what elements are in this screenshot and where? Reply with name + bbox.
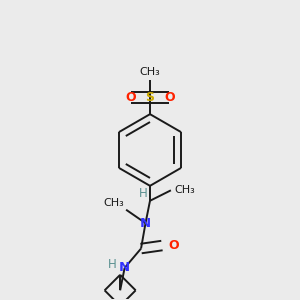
Text: N: N xyxy=(140,217,151,230)
Text: O: O xyxy=(168,239,178,252)
Text: O: O xyxy=(125,91,136,104)
Text: CH₃: CH₃ xyxy=(104,198,124,208)
Text: H: H xyxy=(107,259,116,272)
Text: CH₃: CH₃ xyxy=(140,67,160,77)
Text: CH₃: CH₃ xyxy=(174,185,195,195)
Text: N: N xyxy=(119,262,130,275)
Text: S: S xyxy=(146,91,154,104)
Text: O: O xyxy=(164,91,175,104)
Text: H: H xyxy=(139,187,148,200)
